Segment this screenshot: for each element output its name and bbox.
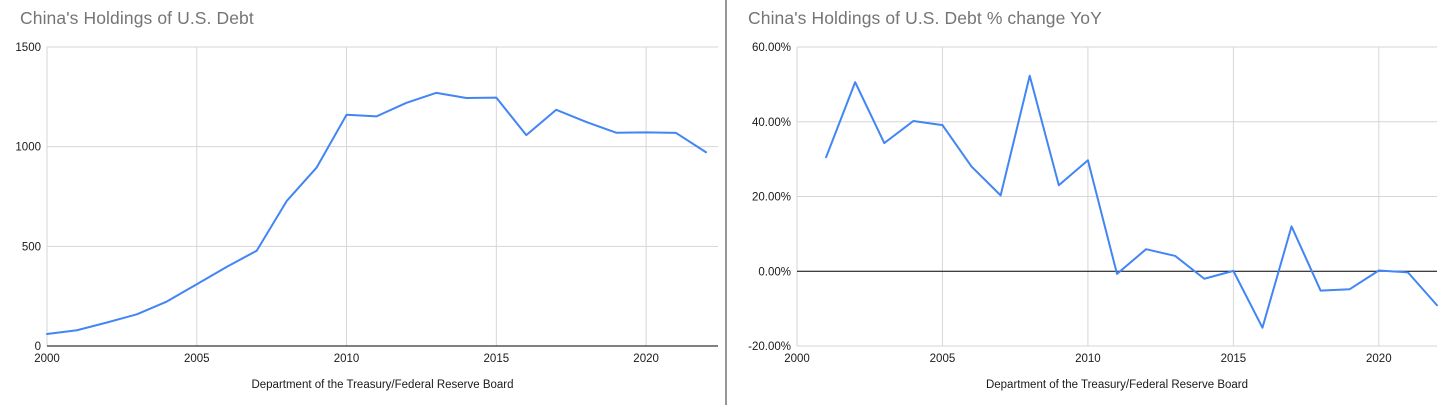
y-axis-tick-label: 1000 [15, 142, 41, 154]
yoy-line-chart: 2000 2005 2010 2015 2020 -20.00% 0.00% 20.00% 40… [748, 42, 1438, 365]
y-axis-tick-label: 0 [35, 341, 41, 353]
holdings-line-chart: 2000 2005 2010 2015 2020 0 500 1000 1500 [15, 42, 718, 365]
y-axis-tick-label: 0.00% [758, 266, 791, 278]
y-axis-tick-label: -20.00% [748, 341, 791, 353]
x-axis-tick-label: 2020 [633, 353, 659, 365]
x-axis-tick-label: 2005 [184, 353, 210, 365]
holdings-chart-title: China's Holdings of U.S. Debt [20, 8, 254, 28]
y-axis-tick-label: 500 [22, 241, 41, 253]
holdings-chart-panel: China's Holdings of U.S. Debt 2000 2005 20… [0, 0, 726, 405]
yoy-chart-title: China's Holdings of U.S. Debt % change Y… [748, 8, 1102, 28]
panel-divider [725, 0, 727, 405]
holdings-source-label: Department of the Treasury/Federal Reser… [251, 379, 514, 391]
y-axis-tick-label: 1500 [15, 42, 41, 54]
x-axis-tick-label: 2020 [1366, 353, 1392, 365]
y-axis-tick-label: 60.00% [752, 42, 791, 54]
x-axis-tick-label: 2010 [1075, 353, 1101, 365]
x-axis-tick-label: 2010 [334, 353, 360, 365]
x-axis-tick-label: 2000 [34, 353, 60, 365]
x-axis-tick-label: 2000 [784, 353, 810, 365]
data-series-line [46, 91, 708, 336]
x-axis-tick-label: 2015 [1221, 353, 1247, 365]
x-axis-tick-label: 2015 [484, 353, 510, 365]
y-axis-tick-label: 20.00% [752, 192, 791, 204]
y-axis-tick-label: 40.00% [752, 117, 791, 129]
data-series-line [825, 74, 1438, 329]
yoy-source-label: Department of the Treasury/Federal Reser… [985, 379, 1249, 391]
yoy-chart-panel: China's Holdings of U.S. Debt % change Y… [727, 0, 1456, 405]
x-axis-tick-label: 2005 [930, 353, 956, 365]
